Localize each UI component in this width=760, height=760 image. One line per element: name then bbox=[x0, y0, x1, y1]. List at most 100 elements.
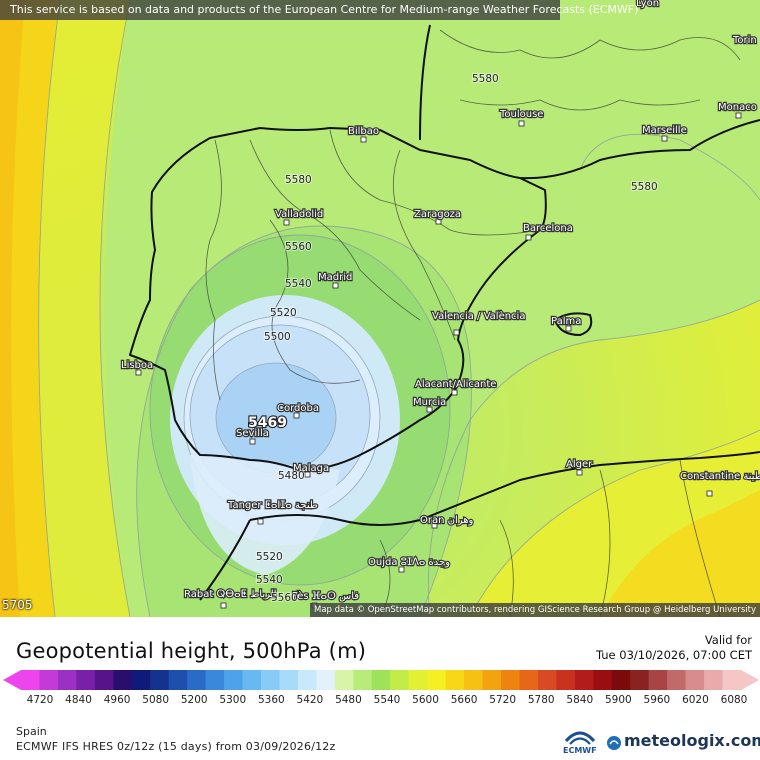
region-label: Spain bbox=[16, 725, 47, 738]
scale-swatch bbox=[537, 670, 557, 690]
scale-swatch bbox=[482, 670, 502, 690]
valid-label: Valid for bbox=[704, 633, 752, 647]
meteologix-logo-icon bbox=[607, 736, 621, 750]
scale-swatch bbox=[704, 670, 724, 690]
city-label: Madrid bbox=[318, 272, 352, 283]
scale-swatch bbox=[593, 670, 613, 690]
scale-tick-label: 4720 bbox=[26, 694, 54, 706]
scale-tick-label: 5200 bbox=[180, 694, 208, 706]
scale-tick-label: 4840 bbox=[65, 694, 92, 706]
city-label: Cordoba bbox=[277, 403, 319, 414]
city-label: Monaco bbox=[718, 102, 757, 113]
city-label: Lisboa bbox=[121, 360, 153, 371]
scale-swatch bbox=[279, 670, 299, 690]
city-label: Toulouse bbox=[499, 109, 543, 120]
admin-borders bbox=[205, 29, 741, 617]
contour-label: 5540 bbox=[256, 574, 283, 586]
scale-swatch bbox=[648, 670, 668, 690]
scale-tick-label: 6080 bbox=[720, 694, 748, 706]
color-scale bbox=[3, 670, 759, 690]
scale-tick-label: 5300 bbox=[219, 694, 247, 706]
contour-label: 5560 bbox=[271, 592, 298, 604]
scale-tick-label: 5960 bbox=[643, 694, 671, 706]
weather-map[interactable]: Bilbao Toulouse Marseille Monaco Torin L… bbox=[0, 0, 760, 617]
city-label: Torin bbox=[732, 35, 757, 46]
isolines bbox=[38, 0, 760, 617]
valid-time: Tue 03/10/2026, 07:00 CET bbox=[595, 648, 752, 662]
city-label: Palma bbox=[551, 316, 581, 327]
contour-label: 5540 bbox=[285, 278, 312, 290]
city-label: Oujda ⵓⵊⴷⴰ وجدة bbox=[368, 557, 450, 568]
scale-swatch bbox=[574, 670, 594, 690]
city-label: Lyon bbox=[636, 0, 659, 9]
scale-swatch bbox=[150, 670, 170, 690]
valid-time-block: Valid for Tue 03/10/2026, 07:00 CET bbox=[596, 633, 752, 663]
scale-ticks: 4720 4840 4960 5080 5200 5300 5360 5420 5480 5540… bbox=[0, 694, 760, 708]
scale-swatch bbox=[242, 670, 262, 690]
scale-tick-label: 5600 bbox=[412, 694, 439, 706]
scale-arrow-high bbox=[741, 670, 759, 690]
contour-label: 5560 bbox=[285, 241, 312, 253]
map-attribution: Map data © OpenStreetMap contributors, r… bbox=[310, 603, 760, 617]
contour-label: 5580 bbox=[472, 73, 499, 85]
scale-swatch bbox=[390, 670, 410, 690]
scale-swatch bbox=[501, 670, 520, 690]
city-label: Bilbao bbox=[348, 126, 379, 137]
city-label: Valencia / València bbox=[432, 310, 525, 322]
scale-tick-label: 5780 bbox=[527, 694, 555, 706]
city-label: Oran وهران bbox=[420, 515, 474, 526]
city-label: Constantine قسنطينة bbox=[680, 471, 760, 482]
city-markers bbox=[135, 112, 742, 609]
scale-swatch bbox=[187, 670, 207, 690]
scale-swatch bbox=[353, 670, 373, 690]
scale-swatch bbox=[445, 670, 465, 690]
scale-swatch bbox=[205, 670, 225, 690]
city-label: Alacant/Alicante bbox=[415, 379, 496, 390]
scale-swatch bbox=[667, 670, 687, 690]
contour-label: 5520 bbox=[256, 551, 283, 563]
city-label: Fès ⴼⴰⵙ فاس bbox=[292, 590, 359, 602]
scale-swatch bbox=[224, 670, 244, 690]
scale-swatch bbox=[408, 670, 428, 690]
scale-swatch bbox=[685, 670, 705, 690]
legend-panel: Geopotential height, 500hPa (m) Valid fo… bbox=[0, 617, 760, 760]
scale-swatch bbox=[427, 670, 447, 690]
scale-swatch bbox=[21, 670, 40, 690]
scale-swatch bbox=[113, 670, 133, 690]
scale-tick-label: 5900 bbox=[604, 694, 632, 706]
city-label: Marseille bbox=[642, 125, 687, 136]
scale-swatch bbox=[131, 670, 151, 690]
minimum-value-label: 5469 bbox=[248, 415, 287, 431]
city-label: Rabat ⵕⴱⴰⵟ الرباط bbox=[184, 589, 276, 600]
contour-labels: 5580 5580 5580 5560 5540 5520 5500 5480 … bbox=[255, 72, 659, 605]
city-label: Malaga bbox=[293, 463, 329, 474]
scale-tick-label: 5420 bbox=[296, 694, 324, 706]
scale-tick-label: 5660 bbox=[450, 694, 478, 706]
ecmwf-logo-text: ECMWF bbox=[563, 746, 597, 755]
scale-swatch bbox=[722, 670, 742, 690]
city-label: Valladolid bbox=[275, 209, 323, 220]
scale-swatch bbox=[168, 670, 188, 690]
scale-tick-label: 5540 bbox=[373, 694, 401, 706]
scale-swatch bbox=[630, 670, 650, 690]
scale-swatch bbox=[334, 670, 354, 690]
scale-tick-label: 5080 bbox=[142, 694, 170, 706]
scale-swatch bbox=[316, 670, 336, 690]
contour-label: 5580 bbox=[285, 174, 312, 186]
contour-label: 5500 bbox=[264, 331, 291, 343]
contour-label: 5520 bbox=[270, 307, 297, 319]
scale-swatch bbox=[611, 670, 631, 690]
field-west-5600 bbox=[0, 0, 130, 617]
corner-value: 5705 bbox=[2, 598, 33, 612]
ecmwf-notice-banner: This service is based on data and produc… bbox=[0, 0, 638, 20]
scale-swatch bbox=[519, 670, 539, 690]
scale-swatch bbox=[261, 670, 280, 690]
scale-swatch bbox=[76, 670, 96, 690]
scale-tick-label: 5840 bbox=[566, 694, 594, 706]
city-label: Murcia bbox=[413, 397, 446, 408]
scale-swatch bbox=[297, 670, 317, 690]
map-title: Geopotential height, 500hPa (m) bbox=[16, 639, 367, 663]
scale-swatch bbox=[556, 670, 576, 690]
meteologix-brand[interactable]: meteologix.com bbox=[624, 731, 760, 750]
contour-label: 5580 bbox=[631, 181, 658, 193]
